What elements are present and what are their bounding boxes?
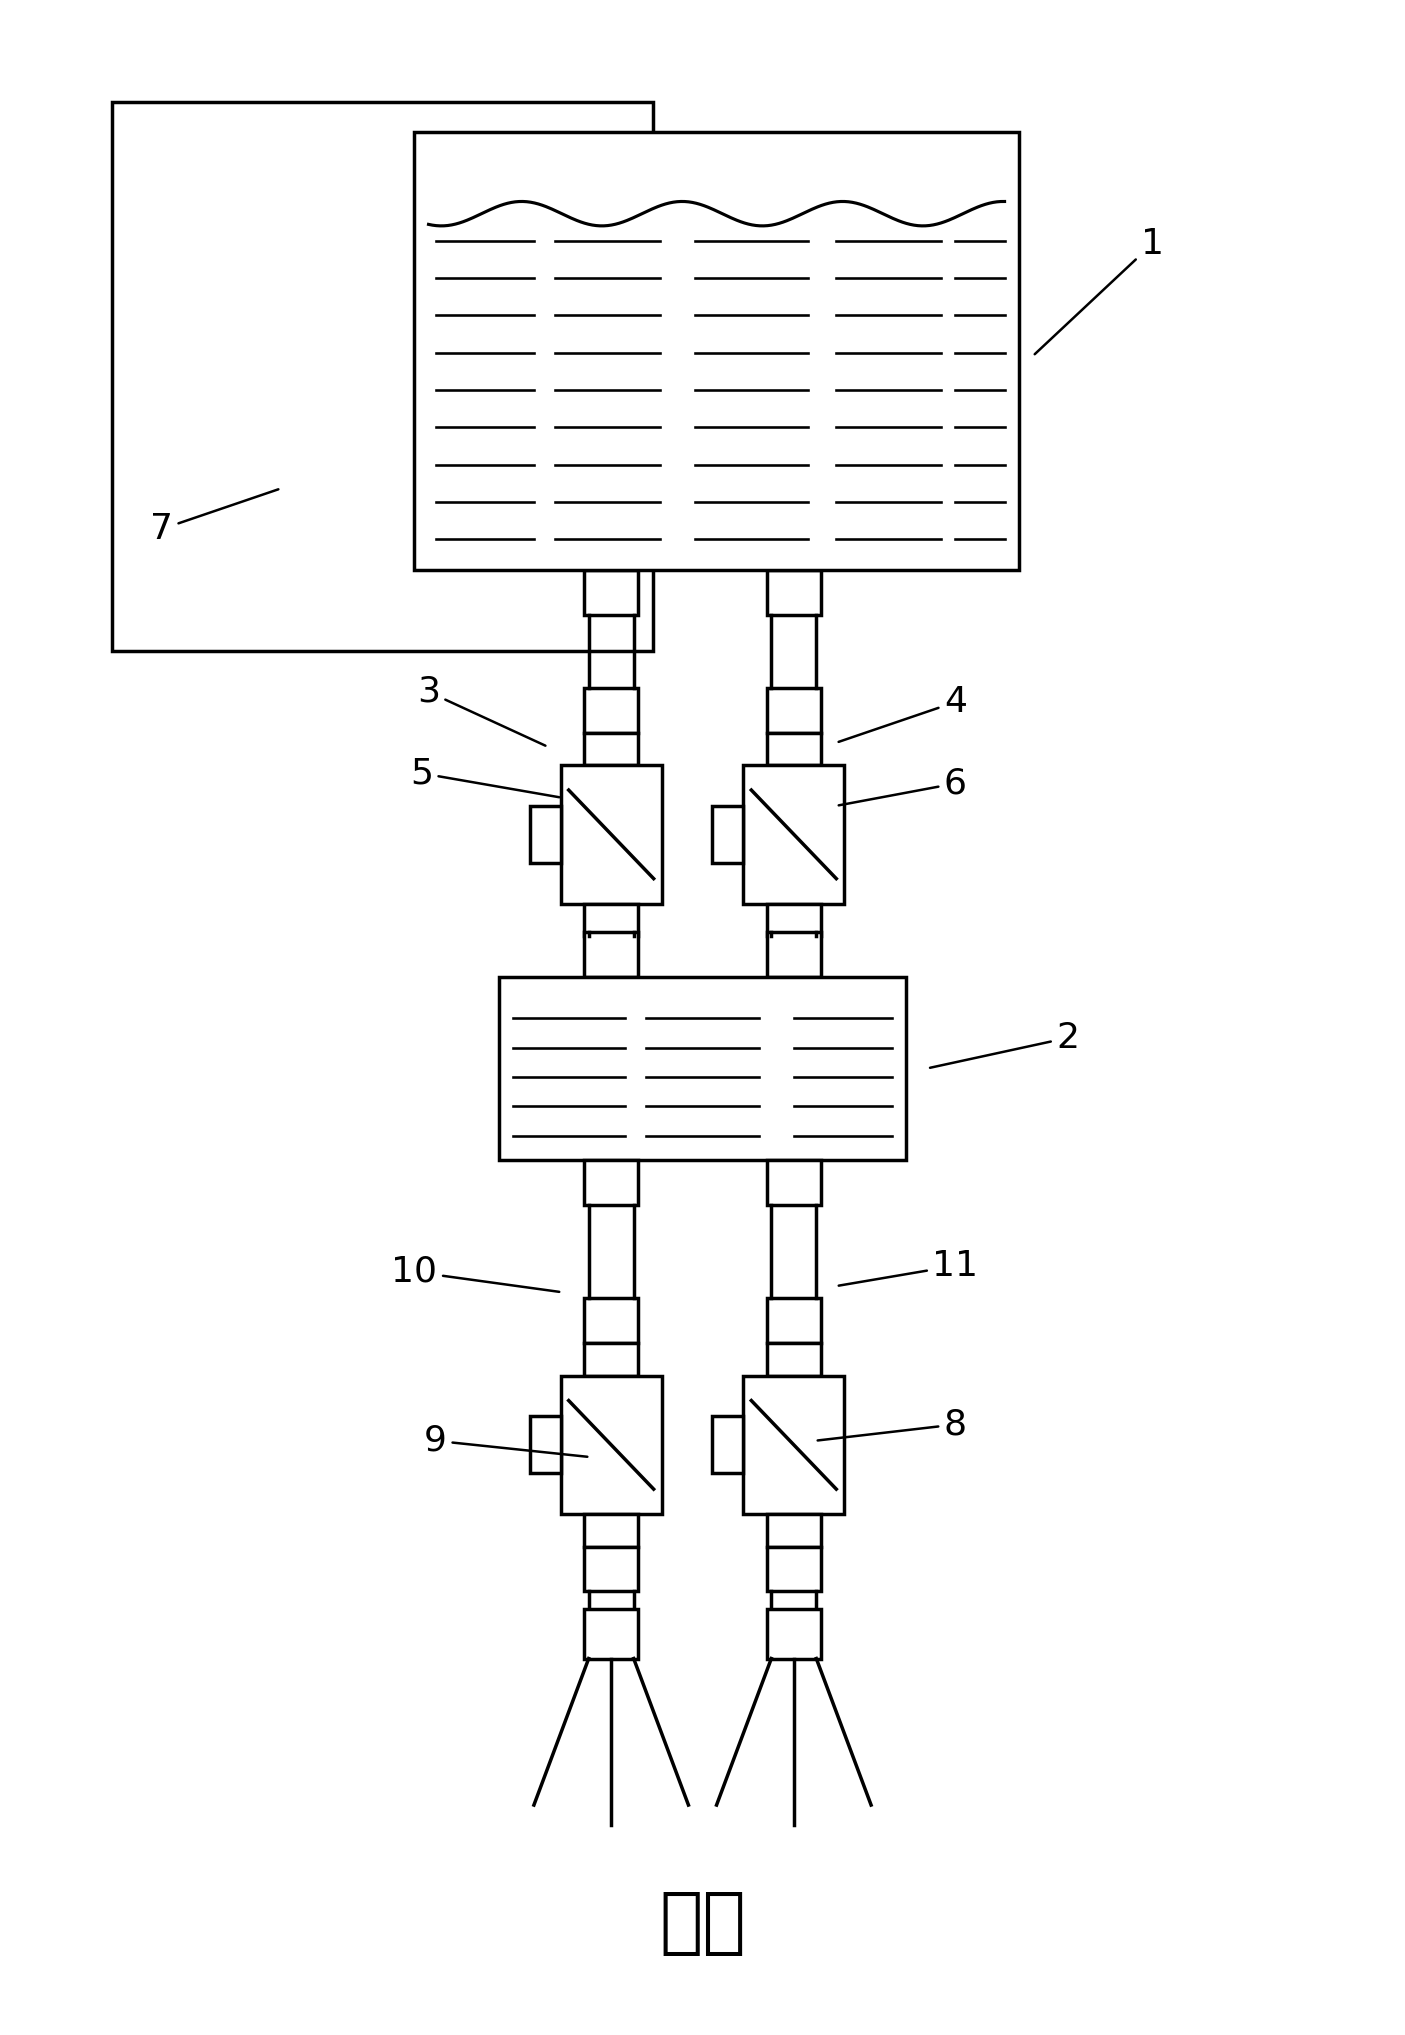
Bar xyxy=(712,806,743,863)
Bar xyxy=(561,1376,662,1514)
Bar xyxy=(530,806,561,863)
Bar xyxy=(712,1416,743,1473)
Text: 1: 1 xyxy=(1034,228,1163,354)
Bar xyxy=(767,688,821,733)
Bar xyxy=(584,1298,638,1343)
Text: 2: 2 xyxy=(930,1022,1079,1068)
Bar xyxy=(112,102,653,651)
Bar xyxy=(584,1343,638,1376)
Text: 4: 4 xyxy=(839,686,967,743)
Bar xyxy=(584,733,638,765)
Bar xyxy=(561,765,662,904)
Text: 3: 3 xyxy=(417,676,545,745)
Bar xyxy=(767,1160,821,1205)
Bar xyxy=(767,1343,821,1376)
Bar xyxy=(584,570,638,615)
Text: 7: 7 xyxy=(150,488,278,545)
Bar xyxy=(584,904,638,936)
Text: 10: 10 xyxy=(392,1256,559,1292)
Bar xyxy=(584,1514,638,1547)
Bar xyxy=(584,688,638,733)
Text: 8: 8 xyxy=(818,1408,967,1441)
Bar xyxy=(584,932,638,977)
Bar xyxy=(414,132,1019,570)
Bar xyxy=(767,1514,821,1547)
Bar xyxy=(743,1376,844,1514)
Bar xyxy=(767,932,821,977)
Bar xyxy=(767,904,821,936)
Bar xyxy=(767,570,821,615)
Text: 11: 11 xyxy=(839,1249,978,1286)
Text: 6: 6 xyxy=(839,767,967,806)
Bar xyxy=(767,1610,821,1659)
Bar xyxy=(767,733,821,765)
Bar xyxy=(743,765,844,904)
Bar xyxy=(584,1160,638,1205)
Bar xyxy=(499,977,906,1160)
Bar xyxy=(530,1416,561,1473)
Bar xyxy=(584,1547,638,1591)
Bar xyxy=(584,1610,638,1659)
Text: 9: 9 xyxy=(424,1424,587,1457)
Bar xyxy=(767,1547,821,1591)
Bar xyxy=(767,1298,821,1343)
Text: 5: 5 xyxy=(410,757,559,798)
Text: 出液: 出液 xyxy=(659,1888,746,1958)
